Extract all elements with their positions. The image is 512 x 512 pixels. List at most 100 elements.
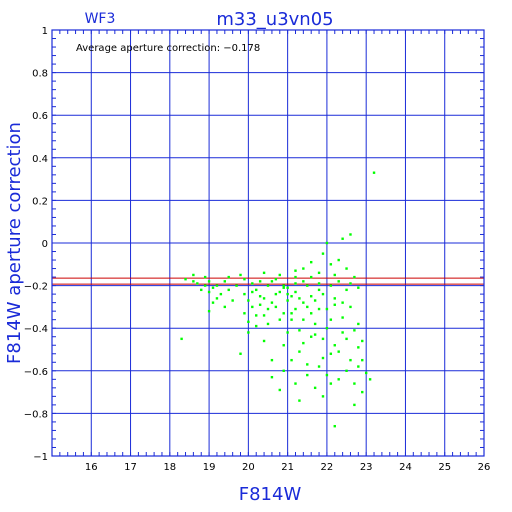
data-points [180,171,376,428]
data-point [192,273,195,277]
data-point [211,286,215,289]
chart-title: m33_u3vn05 [216,9,333,30]
data-point [353,382,356,385]
data-point [274,278,278,281]
data-point [266,307,270,311]
data-point [298,399,301,402]
data-point [192,280,195,283]
data-point [357,365,360,368]
data-point [310,275,313,279]
data-point [325,241,329,245]
data-point [341,301,344,304]
data-point [345,267,348,270]
data-point [274,292,278,296]
data-point [258,280,262,283]
y-tick-label: 0.8 [32,69,48,80]
data-point [258,295,262,298]
data-point [180,337,183,341]
y-tick-label: −0.8 [24,409,48,420]
x-tick-label: 26 [478,462,491,473]
data-point [302,280,305,283]
data-point [321,252,325,255]
x-tick-label: 20 [242,462,255,473]
data-point [306,284,309,287]
data-point [341,237,344,240]
data-point [349,233,352,236]
data-point [270,301,274,304]
y-tick-label: 0.6 [32,111,48,122]
data-point [333,273,336,277]
data-point [262,271,266,275]
x-tick-label: 19 [203,462,216,473]
data-point [317,307,321,311]
data-point [325,327,329,330]
data-point [282,284,285,287]
data-point [239,273,242,277]
data-point [321,337,325,341]
x-axis-label: F814W [239,484,302,505]
data-point [325,307,329,311]
data-point [270,358,274,362]
data-point [333,344,336,347]
data-point [203,275,207,279]
data-point [298,297,301,300]
data-point [290,318,293,321]
data-point [298,350,301,353]
data-point [329,284,333,287]
data-point [333,297,336,300]
data-point [290,312,293,315]
data-point [337,378,340,381]
data-point [294,290,297,294]
data-point [243,312,246,315]
data-point [317,271,321,275]
data-point [310,260,313,264]
data-point [243,292,246,296]
y-tick-label: −0.6 [24,367,48,378]
x-tick-label: 25 [438,462,451,473]
data-point [203,284,207,287]
data-point [317,365,321,368]
data-point [341,316,344,319]
data-point [251,290,254,294]
data-point [357,346,360,349]
data-point [368,378,372,381]
data-point [255,324,258,328]
y-tick-label: 0.2 [32,196,48,207]
data-point [207,309,211,313]
data-point [349,358,352,362]
y-tick-label: 0.4 [32,154,48,165]
data-point [255,314,258,317]
data-point [207,280,211,283]
data-point [345,337,348,341]
chart-subtitle: WF3 [85,11,116,27]
data-point [215,297,219,300]
data-point [353,403,356,407]
data-point [302,267,305,270]
data-point [333,424,336,428]
data-point [329,382,333,385]
data-point [282,312,285,315]
data-point [251,305,254,309]
data-point [227,275,230,279]
data-point [286,331,289,334]
data-point [262,297,266,300]
mean-line [52,277,484,285]
data-point [317,288,321,292]
data-point [294,282,297,285]
data-point [325,373,329,377]
data-point [235,284,238,287]
data-point [298,329,301,332]
data-point [337,350,340,353]
data-point [306,373,309,377]
data-point [282,369,285,372]
data-point [294,269,297,272]
data-point [310,335,313,338]
data-point [321,395,325,398]
data-point [329,352,333,355]
data-point [337,258,340,262]
data-point [266,284,270,287]
data-point [290,358,293,362]
plot-frame [51,29,485,457]
data-point [313,322,317,326]
data-point [302,341,305,345]
